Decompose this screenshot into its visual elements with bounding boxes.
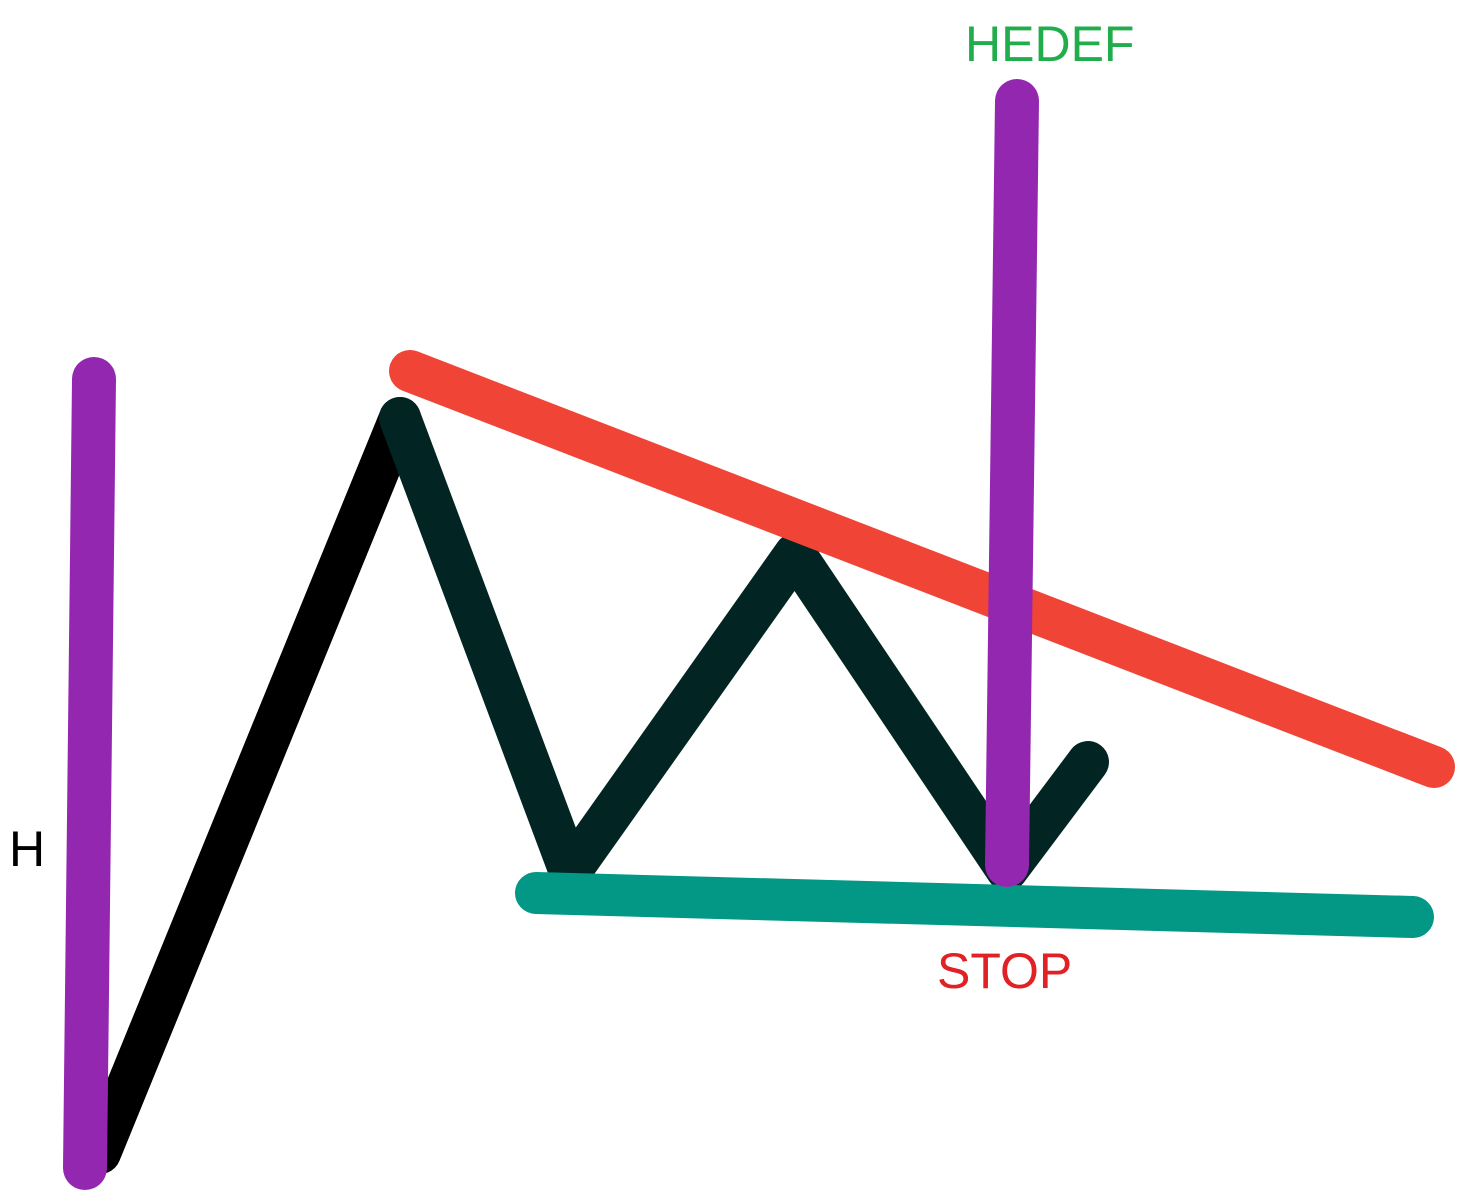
wedge-zigzag-legs	[379, 397, 1109, 893]
impulse-leg	[79, 397, 421, 1174]
target-label: HEDEF	[965, 16, 1134, 72]
height-label: H	[9, 821, 45, 877]
resistance-line	[389, 350, 1455, 788]
target-measure-line	[985, 79, 1039, 887]
support-line	[515, 872, 1434, 938]
stop-label: STOP	[937, 943, 1072, 999]
height-measure-line	[63, 357, 116, 1190]
